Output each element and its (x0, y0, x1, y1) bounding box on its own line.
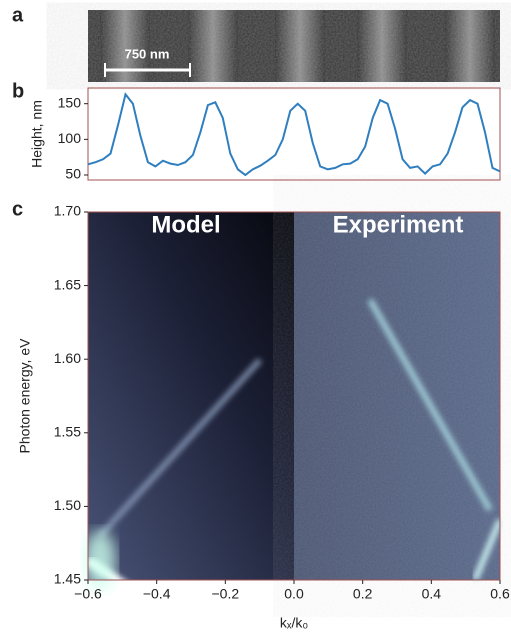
y-axis-label: Photon energy, eV (17, 338, 33, 454)
sem-image: 750 nm (88, 10, 500, 82)
y-tick-label: 50 (65, 166, 81, 182)
y-tick-label: 150 (58, 94, 82, 110)
data-line (87, 92, 501, 177)
panel-label: c (12, 198, 23, 220)
panel-label: a (12, 4, 24, 26)
x-axis-label: kₓ/k₀ (280, 615, 308, 631)
heatmap-image: Model Experiment (84, 211, 503, 595)
axes-frame (87, 87, 501, 181)
scale-bar-label: 750 nm (125, 46, 170, 61)
x-tick-label: −0.2 (212, 586, 240, 602)
y-tick-label: 1.60 (54, 350, 81, 366)
y-tick-label: 1.55 (54, 424, 81, 440)
x-tick-label: 0.4 (422, 586, 442, 602)
y-tick-label: 1.50 (54, 497, 81, 513)
y-axis-label: Height, nm (29, 100, 45, 168)
x-tick-label: 0.0 (284, 586, 304, 602)
y-tick-label: 1.70 (54, 203, 81, 219)
x-tick-label: 0.6 (490, 586, 510, 602)
x-tick-label: 0.2 (353, 586, 373, 602)
y-tick-label: 1.65 (54, 276, 81, 292)
annotation: Model (151, 211, 220, 238)
y-tick-label: 1.45 (54, 571, 81, 587)
annotation: Experiment (333, 211, 464, 238)
x-tick-label: −0.6 (74, 586, 102, 602)
panel-label: b (12, 80, 24, 102)
y-tick-label: 100 (58, 130, 82, 146)
x-tick-label: −0.4 (143, 586, 171, 602)
